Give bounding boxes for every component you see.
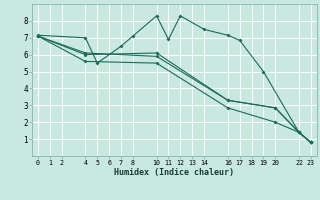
X-axis label: Humidex (Indice chaleur): Humidex (Indice chaleur) [115,168,234,177]
